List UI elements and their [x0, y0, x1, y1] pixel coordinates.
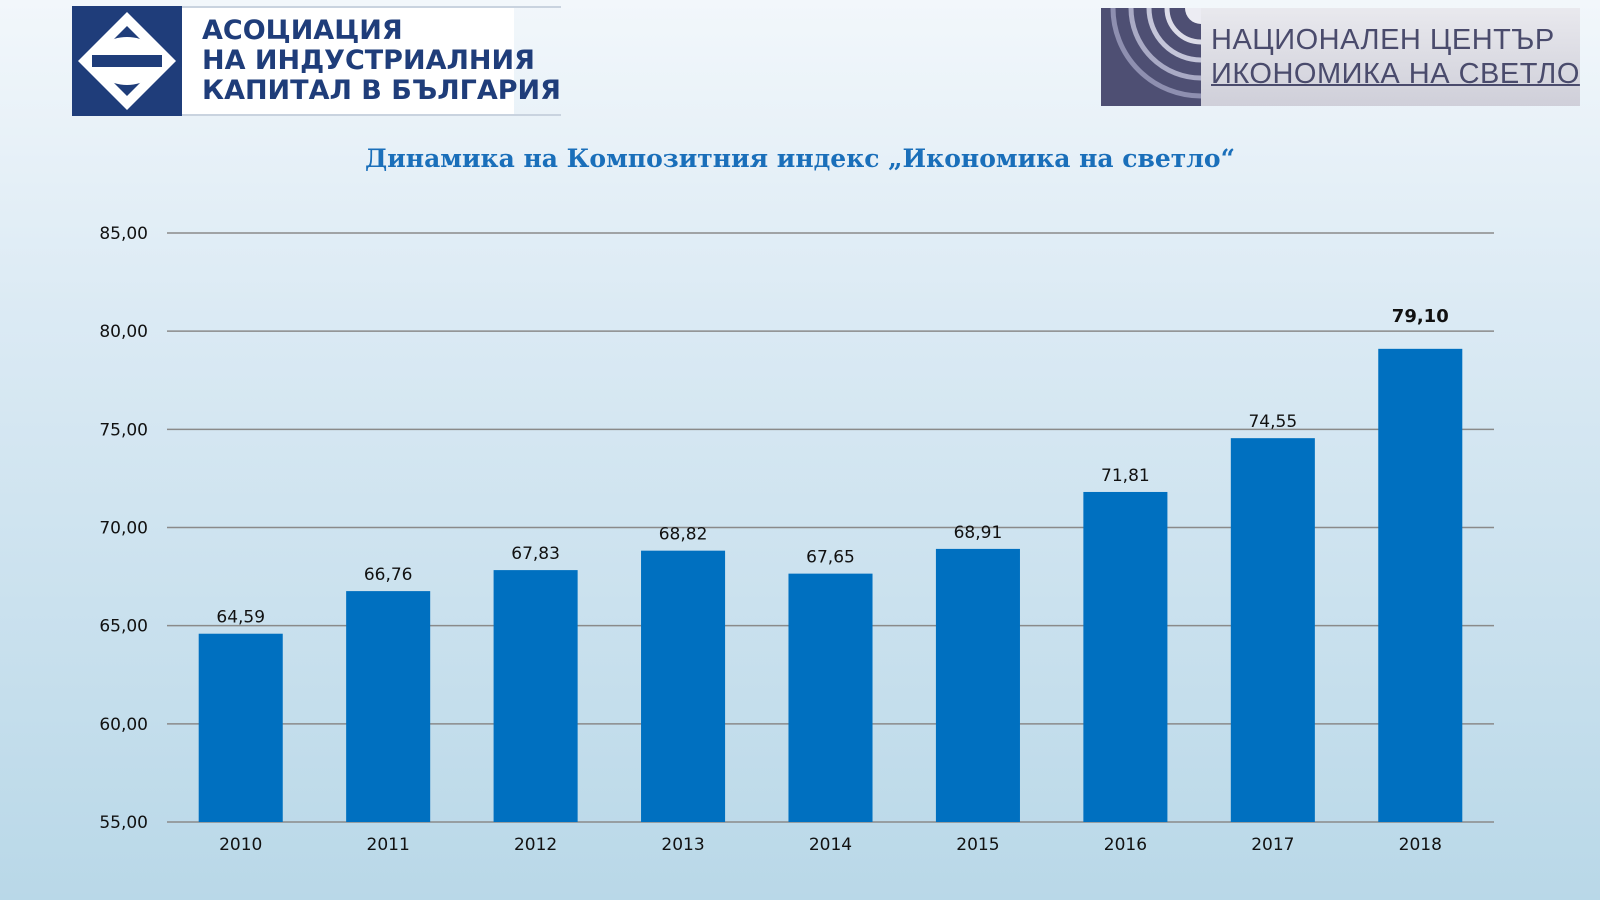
bar: [346, 591, 431, 822]
x-tick-label: 2011: [367, 835, 410, 855]
right-logo-line: НАЦИОНАЛЕН ЦЕНТЪР: [1211, 24, 1555, 56]
y-axis-tick-labels: 55,00 60,00 65,00 70,00 75,00 80,00 85,00: [99, 224, 148, 833]
chart-title: Динамика на Композитния индекс „Икономик…: [365, 144, 1235, 173]
left-logo-line: АСОЦИАЦИЯ: [202, 15, 403, 46]
x-tick-label: 2016: [1104, 835, 1147, 855]
x-tick-label: 2017: [1251, 835, 1294, 855]
data-label: 68,91: [954, 523, 1003, 543]
y-tick-label: 85,00: [99, 224, 148, 244]
y-tick-label: 75,00: [99, 420, 148, 440]
left-logo: АСОЦИАЦИЯ НА ИНДУСТРИАЛНИЯ КАПИТАЛ В БЪЛ…: [72, 6, 561, 116]
bar: [1230, 438, 1315, 822]
left-logo-line: КАПИТАЛ В БЪЛГАРИЯ: [202, 75, 561, 106]
left-logo-text: АСОЦИАЦИЯ НА ИНДУСТРИАЛНИЯ КАПИТАЛ В БЪЛ…: [182, 6, 561, 116]
x-tick-label: 2012: [514, 835, 557, 855]
bars: [198, 348, 1463, 822]
bar: [493, 570, 578, 822]
y-tick-label: 55,00: [99, 813, 148, 833]
bar: [935, 548, 1020, 822]
right-logo: НАЦИОНАЛЕН ЦЕНТЪР ИКОНОМИКА НА СВЕТЛО: [1101, 0, 1580, 106]
diamond-emblem-icon: [72, 6, 182, 116]
left-logo-line: НА ИНДУСТРИАЛНИЯ: [202, 45, 535, 76]
data-label: 66,76: [364, 565, 413, 585]
x-tick-label: 2013: [661, 835, 704, 855]
right-logo-line: ИКОНОМИКА НА СВЕТЛО: [1211, 58, 1580, 90]
x-tick-label: 2018: [1399, 835, 1442, 855]
x-tick-label: 2015: [956, 835, 999, 855]
y-tick-label: 60,00: [99, 715, 148, 735]
right-logo-text: НАЦИОНАЛЕН ЦЕНТЪР ИКОНОМИКА НА СВЕТЛО: [1201, 8, 1580, 106]
data-label: 68,82: [659, 525, 708, 545]
data-label: 79,10: [1392, 306, 1449, 327]
bar: [1378, 348, 1463, 822]
y-tick-label: 70,00: [99, 519, 148, 539]
concentric-arcs-icon: [1101, 0, 1292, 106]
data-label: 71,81: [1101, 466, 1150, 486]
data-label: 74,55: [1248, 412, 1297, 432]
y-tick-label: 80,00: [99, 322, 148, 342]
y-tick-label: 65,00: [99, 617, 148, 637]
bar: [198, 633, 283, 822]
bar: [1083, 491, 1168, 822]
data-label: 64,59: [216, 608, 265, 628]
x-tick-label: 2014: [809, 835, 852, 855]
x-tick-label: 2010: [219, 835, 262, 855]
bar: [641, 550, 726, 822]
data-labels: 64,59 66,76 67,83 68,82 67,65 68,91 71,81 74,55…: [216, 306, 1448, 628]
data-label: 67,83: [511, 544, 560, 564]
bar: [788, 573, 873, 822]
data-label: 67,65: [806, 548, 855, 568]
x-axis-tick-labels: 2010 2011 2012 2013 2014 2015 2016 2017 2018: [219, 835, 1442, 855]
